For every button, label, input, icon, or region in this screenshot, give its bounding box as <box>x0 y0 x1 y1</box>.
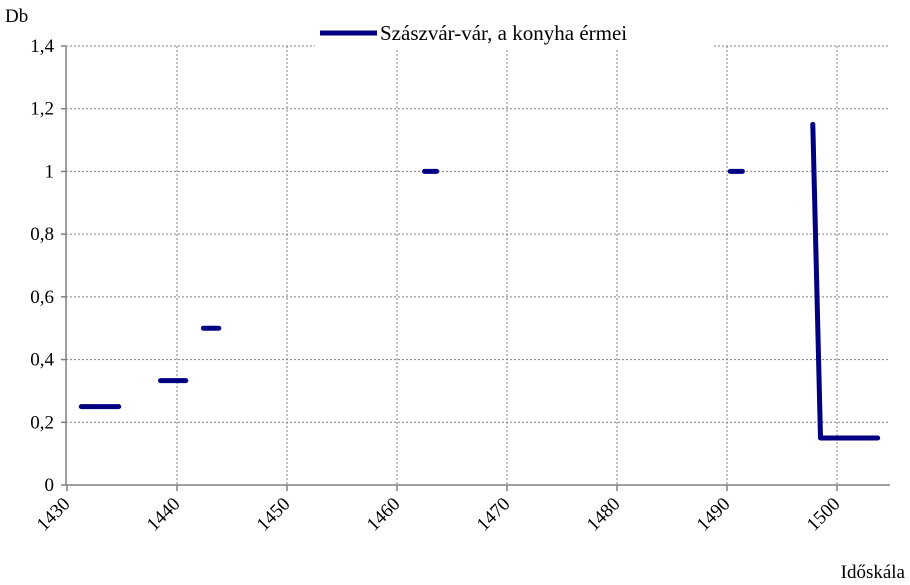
legend: Szászvár-vár, a konyha érmei <box>315 18 713 48</box>
y-tick-label: 0,4 <box>30 350 54 371</box>
axes <box>65 46 890 486</box>
y-axis-label: Db <box>5 6 28 27</box>
y-tick-label: 0,2 <box>30 412 54 433</box>
x-tick-label: 1430 <box>33 494 75 536</box>
series-segment <box>810 121 881 441</box>
x-tick-label: 1500 <box>803 494 845 536</box>
grid-lines <box>61 45 890 491</box>
y-tick-label: 1,4 <box>30 36 54 57</box>
x-tick-label: 1490 <box>693 494 735 536</box>
x-tick-label: 1450 <box>253 494 295 536</box>
legend-label: Szászvár-vár, a konyha érmei <box>380 21 627 45</box>
x-tick-label: 1480 <box>583 494 625 536</box>
y-tick-label: 0 <box>45 475 55 496</box>
y-tick-label: 1 <box>45 161 55 182</box>
legend-background <box>315 18 713 48</box>
x-tick-label: 1470 <box>473 494 515 536</box>
x-axis-label: Időskála <box>841 562 906 583</box>
x-tick-label: 1440 <box>143 494 185 536</box>
x-tick-label: 1460 <box>363 494 405 536</box>
y-tick-label: 0,8 <box>30 224 54 245</box>
series-lines <box>78 121 881 441</box>
x-tick-labels: 1430 1440 1450 1460 1470 1480 1490 1500 <box>33 494 845 536</box>
y-tick-label: 1,2 <box>30 99 54 120</box>
y-tick-labels: 0 0,2 0,4 0,6 0,8 1 1,2 1,4 <box>30 36 54 496</box>
y-tick-label: 0,6 <box>30 287 54 308</box>
